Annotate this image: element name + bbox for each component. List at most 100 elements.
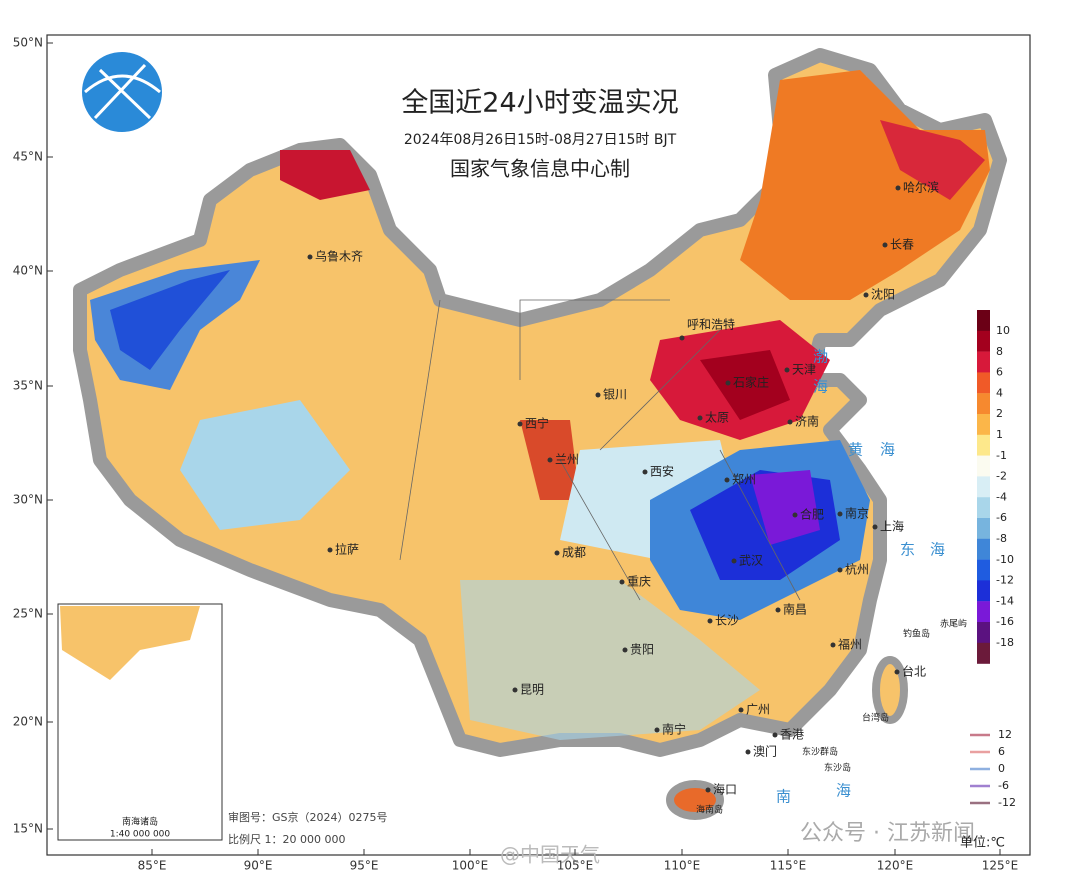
logo-net: [84, 63, 161, 120]
legend-label: -2: [996, 470, 1007, 483]
city-dot: [725, 380, 731, 386]
legend-band: [977, 538, 990, 560]
south-cool: [460, 580, 760, 740]
legend-label: -8: [996, 532, 1007, 545]
producer: 国家气象信息中心制: [450, 157, 630, 181]
city-label: 郑州: [732, 472, 756, 487]
inset-land: [60, 606, 200, 680]
east-core: [750, 470, 820, 545]
legend-band: [977, 601, 990, 623]
legend-band: [977, 642, 990, 664]
title: 全国近24小时变温实况: [401, 88, 678, 119]
legend-band: [977, 330, 990, 352]
legend-label: -12: [996, 574, 1014, 587]
legend-band: [977, 434, 990, 456]
place-label: 台湾岛: [862, 712, 889, 724]
legend-band: [977, 559, 990, 581]
city-dot: [547, 457, 553, 463]
review-number: 审图号：GS京（2024）0275号: [228, 810, 388, 824]
city-label: 哈尔滨: [903, 180, 939, 195]
city-dot: [882, 242, 888, 248]
legend-band: [977, 580, 990, 602]
city-label: 沈阳: [871, 287, 895, 302]
lat-label: 45°N: [13, 150, 43, 164]
sea-label: 海: [930, 541, 945, 559]
lon-label: 105°E: [557, 859, 594, 873]
city-label: 海口: [713, 782, 737, 797]
city-label: 长沙: [715, 614, 739, 628]
city-label: 天津: [792, 363, 816, 377]
legend-label: 8: [996, 345, 1003, 358]
city-dot: [775, 607, 781, 613]
line-legend-label: 12: [998, 728, 1012, 741]
city-dot: [830, 642, 836, 648]
legend-label: 2: [996, 407, 1003, 420]
city-label: 南昌: [783, 602, 807, 617]
city-dot: [512, 687, 518, 693]
north-core: [700, 350, 790, 420]
inset-scale: 1:40 000 000: [110, 830, 171, 840]
city-dot: [738, 707, 744, 713]
lon-label: 110°E: [664, 859, 701, 873]
legend-band: [977, 372, 990, 394]
lat-label: 15°N: [13, 822, 43, 836]
city-label: 昆明: [520, 683, 544, 697]
subtitle: 2024年08月26日15时-08月27日15时 BJT: [404, 132, 677, 148]
legend-label: 4: [996, 386, 1003, 399]
city-dot: [731, 558, 737, 564]
legend-label: 6: [996, 366, 1003, 379]
city-label: 石家庄: [733, 375, 769, 390]
city-dot: [705, 787, 711, 793]
city-dot: [895, 185, 901, 191]
city-dot: [863, 292, 869, 298]
inset-title: 南海诸岛: [122, 816, 158, 828]
place-label: 东沙岛: [824, 762, 851, 774]
sea-label: 海: [880, 441, 895, 459]
place-label: 钓鱼岛: [903, 628, 930, 640]
logo: [82, 52, 162, 132]
city-dot: [745, 749, 751, 755]
legend-label: -4: [996, 490, 1007, 503]
legend-band: [977, 622, 990, 643]
legend-label: -18: [996, 636, 1014, 649]
city-dot: [595, 392, 601, 398]
city-label: 广州: [746, 703, 770, 717]
city-label: 成都: [562, 546, 586, 560]
lon-label: 90°E: [244, 859, 273, 873]
city-label: 拉萨: [335, 542, 359, 557]
legend-band: [977, 393, 990, 415]
city-dot: [872, 524, 878, 530]
watermark: @中国天气: [500, 843, 600, 867]
city-label: 香港: [780, 728, 804, 742]
legend-band: [977, 351, 990, 373]
sea-label: 渤: [813, 348, 828, 366]
line-legend-label: -6: [998, 779, 1009, 792]
legend-band: [977, 497, 990, 519]
city-dot: [837, 567, 843, 573]
city-dot: [792, 512, 798, 518]
lat-label: 30°N: [13, 493, 43, 507]
city-dot: [517, 421, 523, 427]
map-shapes: [73, 48, 1007, 820]
city-dot: [307, 254, 313, 260]
tibet-cool: [180, 400, 350, 530]
city-label: 兰州: [555, 453, 579, 467]
legend-label: 1: [996, 428, 1003, 441]
city-label: 合肥: [800, 507, 824, 522]
taiwan: [872, 656, 908, 724]
legend-band: [977, 518, 990, 539]
city-dot: [654, 727, 660, 733]
city-label: 银川: [603, 388, 627, 402]
city-label: 福州: [838, 637, 862, 652]
lat-label: 25°N: [13, 607, 43, 621]
lon-label: 115°E: [770, 859, 807, 873]
city-label: 上海: [880, 519, 904, 534]
lat-label: 35°N: [13, 379, 43, 393]
city-dot: [724, 477, 730, 483]
city-dot: [697, 415, 703, 421]
city-dot: [554, 550, 560, 556]
city-dot: [622, 647, 628, 653]
place-label: 东沙群岛: [802, 746, 838, 758]
sea-label: 南: [776, 788, 791, 806]
lon-label: 120°E: [877, 859, 914, 873]
